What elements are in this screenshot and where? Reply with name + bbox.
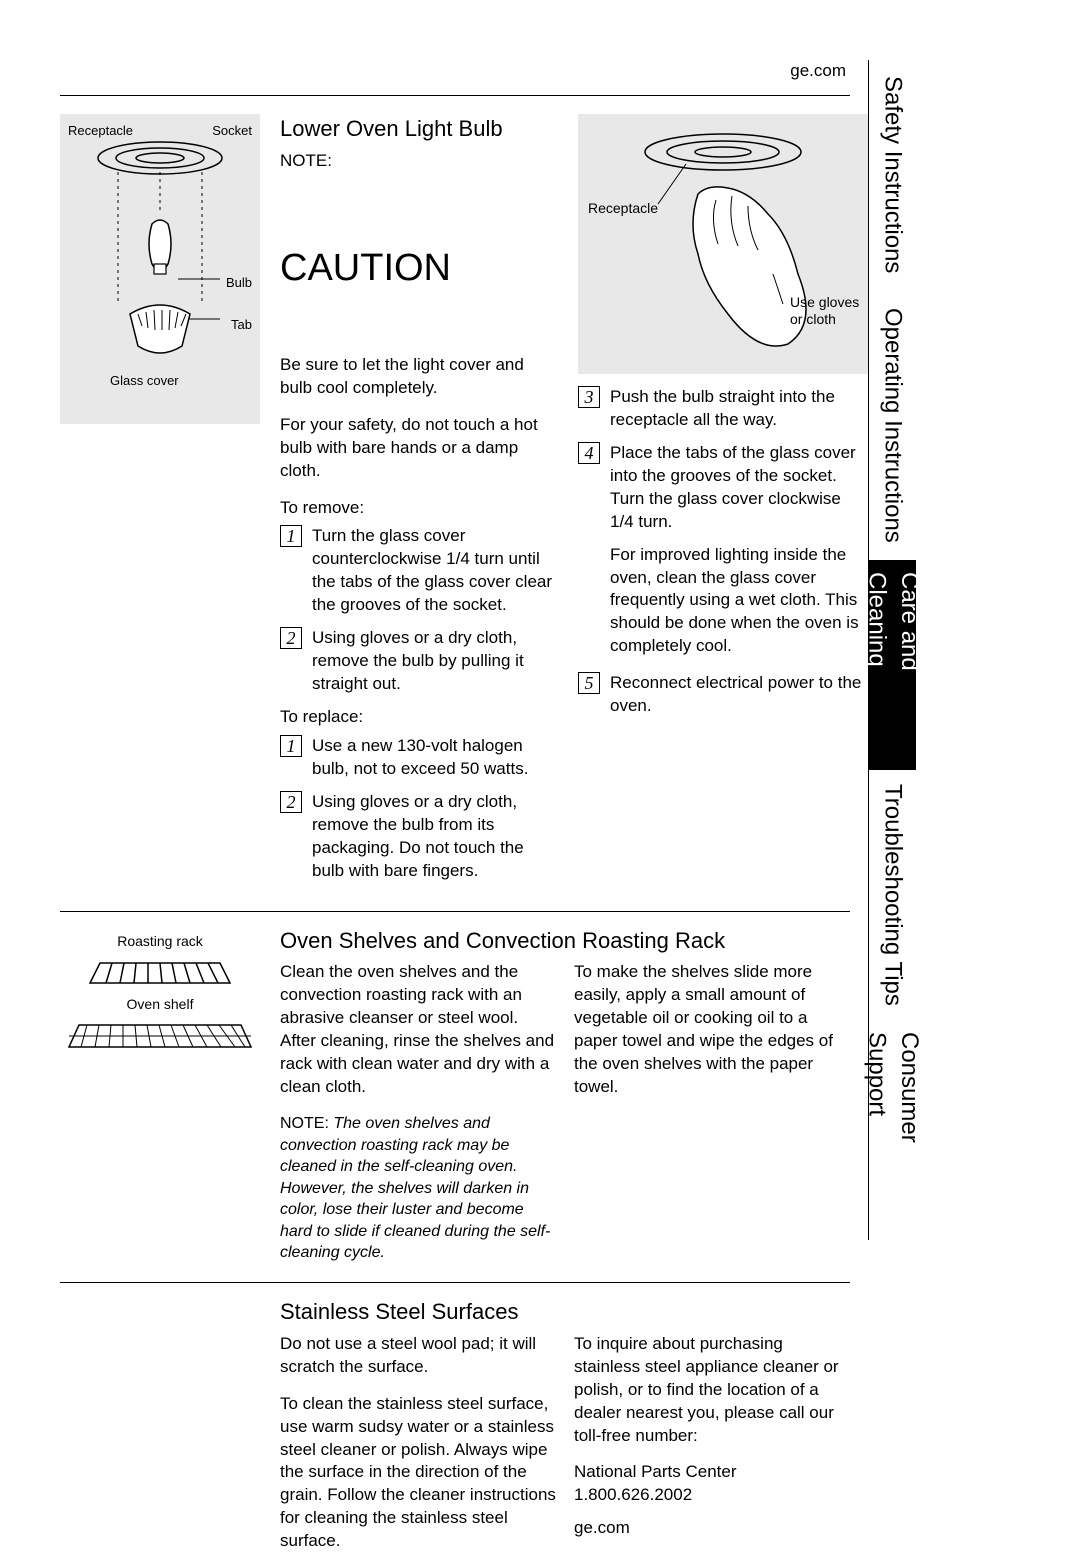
diagram-label-tab: Tab — [231, 316, 252, 334]
section2-title: Oven Shelves and Convection Roasting Rac… — [280, 926, 850, 956]
replace-step-4-text: Place the tabs of the glass cover into t… — [610, 442, 868, 534]
bulb-assembly-diagram: Receptacle Socket Bulb Tab Glass cover — [60, 114, 260, 424]
para-safety: For your safety, do not touch a hot bulb… — [280, 414, 560, 483]
roasting-rack-svg — [80, 957, 240, 989]
diagram-label-receptacle: Receptacle — [68, 122, 133, 140]
remove-step-1-text: Turn the glass cover counterclockwise 1/… — [312, 525, 560, 617]
replace-step-4: 4 Place the tabs of the glass cover into… — [578, 442, 868, 534]
roasting-rack-label: Roasting rack — [60, 932, 260, 951]
para-improved-lighting: For improved lighting inside the oven, c… — [610, 544, 868, 659]
step-number-icon: 4 — [578, 442, 600, 464]
section3-col1-p2: To clean the stainless steel surface, us… — [280, 1393, 556, 1554]
section3-col2-p2: National Parts Center — [574, 1461, 850, 1484]
replace-step-1: 1 Use a new 130-volt halogen bulb, not t… — [280, 735, 560, 781]
oven-shelf-svg — [65, 1019, 255, 1053]
step-number-icon: 2 — [280, 627, 302, 649]
step-number-icon: 3 — [578, 386, 600, 408]
replace-step-5: 5 Reconnect electrical power to the oven… — [578, 672, 868, 718]
section2-col1-para: Clean the oven shelves and the convectio… — [280, 961, 556, 1099]
tab-consumer-support[interactable]: Consumer Support — [868, 1020, 916, 1240]
para-cool: Be sure to let the light cover and bulb … — [280, 354, 560, 400]
diagram2-label-gloves: Use gloves or cloth — [790, 294, 860, 328]
replace-step-2: 2 Using gloves or a dry cloth, remove th… — [280, 791, 560, 883]
tab-operating-instructions[interactable]: Operating Instructions — [868, 290, 916, 560]
hand-bulb-svg — [578, 114, 868, 374]
section1-title: Lower Oven Light Bulb — [280, 114, 560, 144]
oven-shelf-label: Oven shelf — [60, 995, 260, 1014]
note-italic-text: The oven shelves and convection roasting… — [280, 1115, 550, 1262]
tab-safety-instructions[interactable]: Safety Instructions — [868, 60, 916, 290]
side-tabs: Safety Instructions Operating Instructio… — [868, 60, 916, 1240]
hand-bulb-diagram: Receptacle Use gloves or cloth — [578, 114, 868, 374]
step-number-icon: 5 — [578, 672, 600, 694]
step-number-icon: 2 — [280, 791, 302, 813]
replace-step-1-text: Use a new 130-volt halogen bulb, not to … — [312, 735, 560, 781]
tab-troubleshooting-tips[interactable]: Troubleshooting Tips — [868, 770, 916, 1020]
diagram-label-glass-cover: Glass cover — [110, 372, 179, 390]
caution-heading: CAUTION — [280, 243, 560, 294]
remove-step-2-text: Using gloves or a dry cloth, remove the … — [312, 627, 560, 696]
note-prefix: NOTE: — [280, 1115, 329, 1132]
section3-col1-p1: Do not use a steel wool pad; it will scr… — [280, 1333, 556, 1379]
remove-step-1: 1 Turn the glass cover counterclockwise … — [280, 525, 560, 617]
note-label: NOTE: — [280, 150, 560, 173]
to-remove-heading: To remove: — [280, 497, 560, 520]
remove-step-2: 2 Using gloves or a dry cloth, remove th… — [280, 627, 560, 696]
replace-step-5-text: Reconnect electrical power to the oven. — [610, 672, 868, 718]
section-rule-2 — [60, 1282, 850, 1283]
section3-col2-p3: 1.800.626.2002 — [574, 1484, 850, 1507]
diagram-label-bulb: Bulb — [226, 274, 252, 292]
replace-step-3: 3 Push the bulb straight into the recept… — [578, 386, 868, 432]
section3-col2-p1: To inquire about purchasing stainless st… — [574, 1333, 850, 1448]
tab-care-and-cleaning[interactable]: Care and Cleaning — [868, 560, 916, 770]
diagram2-label-receptacle: Receptacle — [588, 199, 658, 218]
section-rule-1 — [60, 911, 850, 912]
diagram-label-socket: Socket — [212, 122, 252, 140]
top-rule — [60, 95, 850, 96]
section3-title: Stainless Steel Surfaces — [280, 1297, 850, 1327]
to-replace-heading: To replace: — [280, 706, 560, 729]
section3-col2-p4: ge.com — [574, 1517, 850, 1540]
section2-col2-para: To make the shelves slide more easily, a… — [574, 961, 850, 1099]
header-url: ge.com — [60, 60, 850, 83]
step-number-icon: 1 — [280, 525, 302, 547]
replace-step-3-text: Push the bulb straight into the receptac… — [610, 386, 868, 432]
step-number-icon: 1 — [280, 735, 302, 757]
rack-diagram: Roasting rack Oven shelf — [60, 932, 260, 1054]
replace-step-2-text: Using gloves or a dry cloth, remove the … — [312, 791, 560, 883]
section2-note: NOTE: The oven shelves and convection ro… — [280, 1113, 556, 1264]
